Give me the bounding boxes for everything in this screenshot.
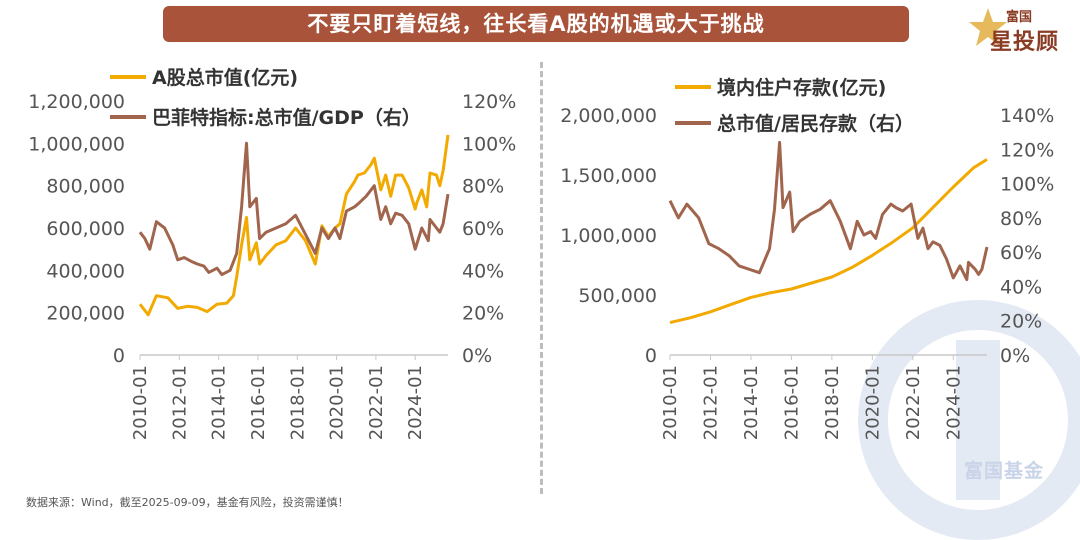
right-y-right-tick: 120% (1000, 139, 1054, 161)
right-y-right-tick: 80% (1000, 208, 1042, 230)
right-x-tick-label: 2024-01 (943, 365, 964, 440)
right-x-tick-label: 2012-01 (700, 365, 721, 440)
right-y-right-tick: 0% (1000, 345, 1030, 367)
left-x-tick-label: 2018-01 (287, 365, 308, 440)
right-y-right-tick: 20% (1000, 311, 1042, 333)
left-series-brown-line (138, 141, 450, 277)
chart-left-svg: 0 200,000 400,000 600,000 800,000 1,000,000 1,… (28, 66, 516, 440)
right-y-left-tick: 500,000 (578, 285, 657, 307)
left-x-tick-label: 2022-01 (366, 365, 387, 440)
right-legend-label: 总市值/居民存款（右） (717, 112, 914, 135)
right-y-right-tick: 100% (1000, 174, 1054, 196)
left-series-gold-line (138, 134, 450, 317)
right-y-left-tick: 2,000,000 (560, 105, 657, 127)
right-series-gold-line (669, 158, 988, 325)
left-y-right-tick: 80% (462, 176, 504, 198)
left-y-right-tick: 120% (462, 91, 516, 113)
right-y-left-tick: 1,000,000 (560, 225, 657, 247)
right-y-left-tick: 1,500,000 (560, 165, 657, 187)
right-x-tick-label: 2014-01 (741, 365, 762, 440)
left-y-right-tick: 100% (462, 133, 516, 155)
left-y-left-tick: 400,000 (46, 260, 125, 282)
market-cap-to-gdp-chart: 0 200,000 400,000 600,000 800,000 1,000,000 1,… (0, 55, 540, 495)
left-y-right-tick: 20% (462, 303, 504, 325)
left-y-left-tick: 1,000,000 (28, 133, 125, 155)
logo-bottom-text: 星投顾 (990, 30, 1060, 55)
left-x-tick-label: 2012-01 (169, 365, 190, 440)
left-y-left-tick: 1,200,000 (28, 91, 125, 113)
left-x-tick-label: 2014-01 (209, 365, 230, 440)
right-x-tick-label: 2022-01 (903, 365, 924, 440)
right-x-tick-label: 2016-01 (781, 365, 802, 440)
left-x-tick-label: 2010-01 (130, 365, 151, 440)
brand-logo: 富国 星投顾 (968, 4, 1078, 55)
logo-top-text: 富国 (1006, 10, 1033, 25)
left-x-tick-label: 2024-01 (405, 365, 426, 440)
left-x-tick-label: 2016-01 (248, 365, 269, 440)
right-y-right-tick: 60% (1000, 242, 1042, 264)
right-legend-label: 境内住户存款(亿元) (717, 76, 886, 99)
star-logo-icon (969, 8, 1007, 46)
left-y-left-tick: 800,000 (46, 176, 125, 198)
right-y-right-tick: 40% (1000, 276, 1042, 298)
market-cap-to-deposits-chart: 0 500,000 1,000,000 1,500,000 2,000,000 0% 20%… (545, 55, 1080, 495)
right-y-left-tick: 0 (645, 345, 657, 367)
watermark-text: 富国基金 (964, 460, 1045, 482)
source-note: 数据来源：Wind，截至2025-09-09，基金有风险，投资需谨慎！ (26, 496, 349, 509)
left-y-left-tick: 0 (113, 345, 125, 367)
right-y-right-tick: 140% (1000, 105, 1054, 127)
page-title: 不要只盯着短线，往长看A股的机遇或大于挑战 (163, 6, 909, 42)
left-x-tick-label: 2020-01 (327, 365, 348, 440)
chart-right-svg: 0 500,000 1,000,000 1,500,000 2,000,000 0% 20%… (560, 76, 1054, 440)
left-legend-label: A股总市值(亿元) (152, 66, 298, 89)
left-y-left-tick: 600,000 (46, 218, 125, 240)
right-x-tick-label: 2020-01 (862, 365, 883, 440)
right-series-brown-line (668, 140, 989, 282)
chart-divider (540, 62, 543, 494)
left-y-right-tick: 0% (462, 345, 492, 367)
left-legend-label: 巴菲特指标:总市值/GDP（右） (152, 106, 421, 129)
right-x-tick-label: 2010-01 (660, 365, 681, 440)
right-x-tick-label: 2018-01 (822, 365, 843, 440)
left-y-right-tick: 40% (462, 260, 504, 282)
left-y-left-tick: 200,000 (46, 303, 125, 325)
left-y-right-tick: 60% (462, 218, 504, 240)
